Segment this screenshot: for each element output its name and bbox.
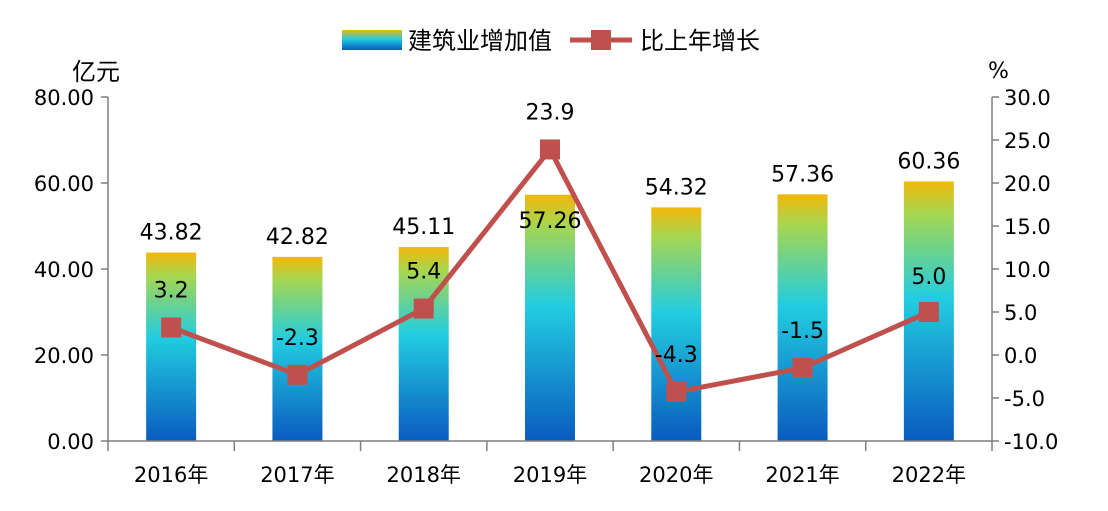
right-tick-label: 30.0 [1004, 86, 1051, 110]
x-tick-label: 2022年 [892, 463, 966, 487]
growth-value-label: -2.3 [276, 326, 319, 351]
x-tick-label: 2021年 [765, 463, 839, 487]
right-tick-label: -5.0 [1004, 387, 1045, 411]
right-tick-label: 10.0 [1004, 258, 1051, 282]
left-tick-label: 0.00 [47, 430, 94, 454]
right-tick-label: 20.0 [1004, 172, 1051, 196]
left-tick-label: 40.00 [34, 258, 94, 282]
bar-2021年 [777, 194, 828, 441]
bar-value-label: 43.82 [140, 221, 203, 246]
left-axis-unit: 亿元 [72, 58, 120, 86]
growth-value-label: 5.0 [911, 265, 946, 290]
bar-value-label: 45.11 [392, 215, 455, 240]
legend-bar-swatch-icon [342, 30, 402, 50]
bar-value-label: 57.36 [771, 162, 834, 187]
left-tick-label: 60.00 [34, 172, 94, 196]
left-tick-label: 20.00 [34, 344, 94, 368]
legend-label-bar: 建筑业增加值 [408, 27, 552, 55]
x-tick-label: 2020年 [639, 463, 713, 487]
bar-value-label: 42.82 [266, 225, 329, 250]
bar-value-label: 60.36 [897, 149, 960, 174]
x-tick-label: 2019年 [513, 463, 587, 487]
bar-2019年 [525, 194, 575, 441]
growth-value-label: -1.5 [781, 319, 824, 344]
left-tick-label: 80.00 [34, 86, 94, 110]
bar-2016年 [146, 252, 197, 441]
growth-value-label: 23.9 [526, 100, 575, 125]
legend: 建筑业增加值 比上年增长 [342, 27, 760, 55]
bar-value-label: 54.32 [645, 175, 708, 200]
right-tick-label: 5.0 [1004, 301, 1037, 325]
x-tick-label: 2018年 [386, 463, 460, 487]
right-tick-label: 0.0 [1004, 344, 1037, 368]
right-tick-label: -10.0 [1004, 430, 1058, 454]
growth-marker-2018年 [413, 298, 434, 319]
right-tick-label: 15.0 [1004, 215, 1051, 239]
bar-2018年 [398, 247, 449, 441]
legend-label-line: 比上年增长 [640, 27, 760, 55]
right-tick-label: 25.0 [1004, 129, 1051, 153]
line-layer [161, 139, 939, 402]
growth-value-label: 5.4 [406, 260, 441, 285]
growth-marker-2019年 [540, 139, 560, 160]
x-tick-label: 2016年 [134, 463, 208, 487]
x-tick-label: 2017年 [260, 463, 334, 487]
right-axis-unit: % [988, 59, 1009, 84]
bars-layer [146, 181, 954, 441]
labels-layer: 43.82 42.82 45.11 57.26 54.32 57.36 60.36 3.2 -2… [140, 100, 961, 368]
growth-marker-2016年 [161, 317, 182, 338]
growth-marker-2022年 [918, 302, 939, 322]
growth-value-label: 3.2 [154, 278, 189, 303]
growth-marker-2017年 [287, 364, 308, 385]
axes-layer: 0.00 20.00 40.00 60.00 80.00 -10.0 -5.0 0.0 5.0 1… [34, 86, 1058, 487]
growth-marker-2021年 [792, 357, 813, 378]
growth-marker-2020年 [666, 381, 687, 402]
bar-2020年 [651, 207, 702, 441]
growth-value-label: -4.3 [655, 343, 698, 368]
legend-square-marker-icon [591, 30, 611, 50]
bar-2017年 [272, 256, 323, 441]
bar-value-label: 57.26 [519, 209, 582, 234]
